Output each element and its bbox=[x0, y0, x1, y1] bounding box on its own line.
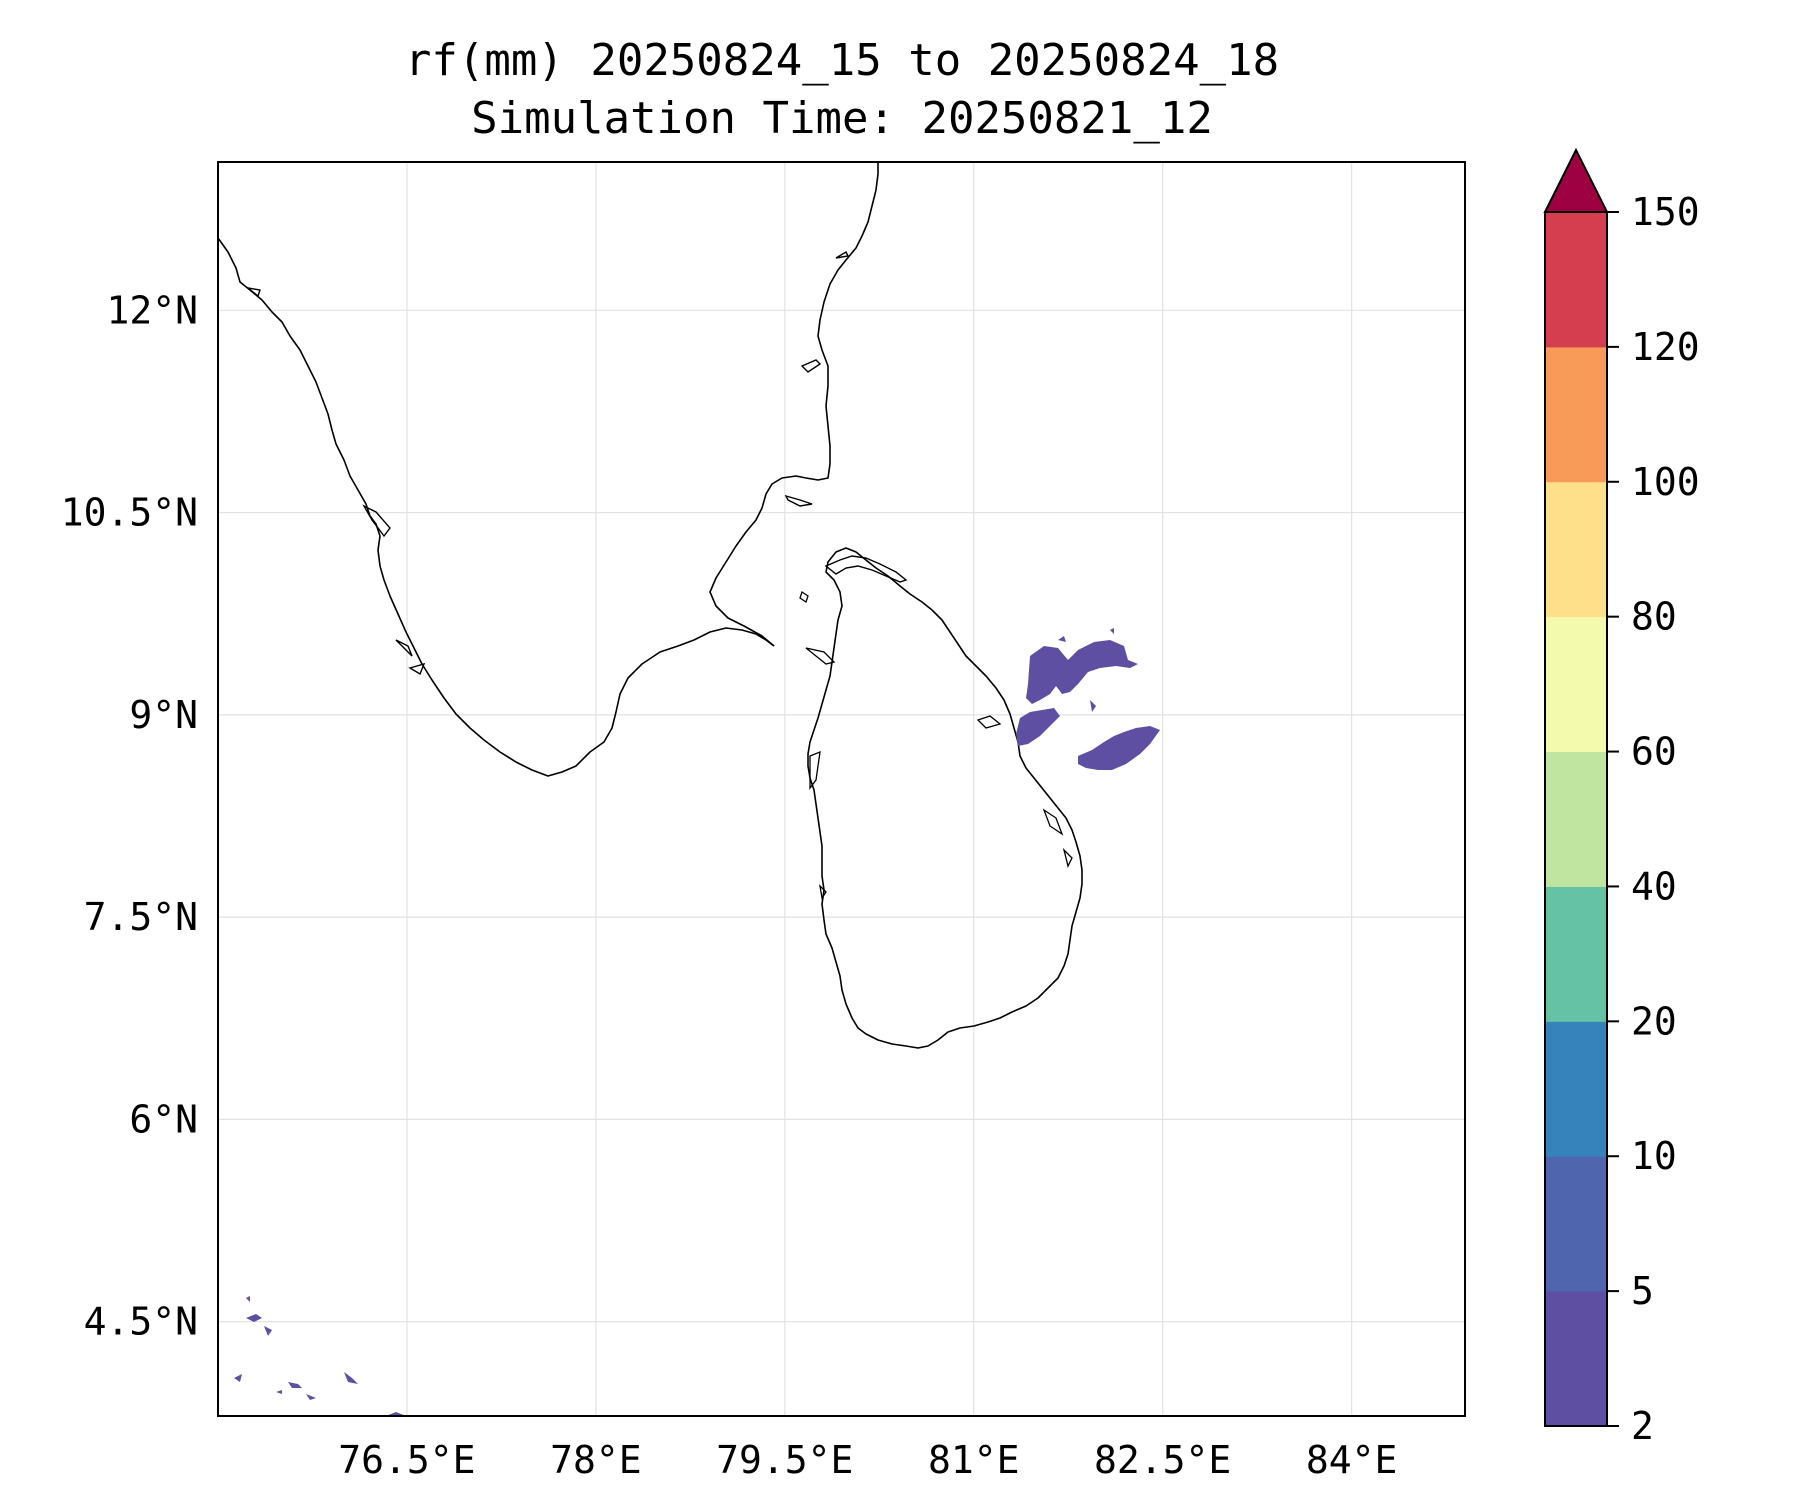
sri-lanka-lagoon-7 bbox=[1062, 847, 1073, 868]
colorbar-tick-label: 120 bbox=[1631, 325, 1700, 369]
india-island-1 bbox=[784, 494, 813, 507]
y-tick-label: 9°N bbox=[129, 693, 198, 737]
rain-cell-sw-9 bbox=[276, 1390, 282, 1394]
y-tick-label: 6°N bbox=[129, 1097, 198, 1141]
colorbar-segment bbox=[1545, 1156, 1607, 1292]
colorbar-extend-arrow bbox=[1543, 147, 1609, 213]
x-tick-label: 76.5°E bbox=[338, 1438, 475, 1482]
india-island-3 bbox=[835, 251, 850, 259]
sri-lanka-lagoon-5 bbox=[976, 715, 1002, 729]
colorbar-segment bbox=[1545, 886, 1607, 1022]
rain-cell-sw-5 bbox=[306, 1394, 316, 1400]
rain-cell-sw-2 bbox=[264, 1326, 272, 1336]
india-island-2 bbox=[800, 359, 822, 373]
colorbar-tick-label: 2 bbox=[1631, 1404, 1654, 1448]
map-frame bbox=[217, 161, 1466, 1417]
x-tick-label: 82.5°E bbox=[1094, 1438, 1231, 1482]
x-tick-label: 81°E bbox=[928, 1438, 1020, 1482]
colorbar-tick-label: 20 bbox=[1631, 999, 1677, 1043]
rain-cell-sw-6 bbox=[344, 1372, 358, 1384]
sri-lanka-jaffna bbox=[824, 555, 908, 583]
sri-lanka-lagoon-2 bbox=[805, 647, 836, 665]
rain-cell-sw-8 bbox=[246, 1296, 250, 1302]
rain-cell-fleck-1 bbox=[1058, 636, 1066, 642]
sri-lanka-lagoon-4 bbox=[819, 884, 827, 900]
rain-cell-fleck-3 bbox=[1110, 628, 1114, 634]
colorbar-tick-label: 60 bbox=[1631, 730, 1677, 774]
colorbar: 2 5 10 20 40 60 80 100 120 150 bbox=[1543, 147, 1700, 1448]
colorbar-segment bbox=[1545, 346, 1607, 483]
x-tick-label: 78°E bbox=[550, 1438, 642, 1482]
y-tick-label: 4.5°N bbox=[84, 1300, 198, 1344]
title-line-2: Simulation Time: 20250821_12 bbox=[471, 93, 1213, 144]
title-line-1: rf(mm) 20250824_15 to 20250824_18 bbox=[405, 35, 1279, 86]
colorbar-tick-label: 100 bbox=[1631, 460, 1700, 504]
colorbar-segment bbox=[1545, 616, 1607, 753]
sri-lanka-lagoon-6 bbox=[1042, 808, 1064, 836]
rain-cell-sw-4 bbox=[288, 1382, 302, 1388]
y-tick-label: 7.5°N bbox=[84, 895, 198, 939]
sri-lanka-lagoon-3 bbox=[809, 750, 821, 790]
rain-cell-sw-1 bbox=[246, 1314, 262, 1322]
india-coastline-palk bbox=[709, 162, 879, 647]
y-axis-ticks: 12°N 10.5°N 9°N 7.5°N 6°N 4.5°N bbox=[61, 288, 198, 1343]
rainfall-cells bbox=[234, 628, 1160, 1416]
colorbar-tick-label: 5 bbox=[1631, 1269, 1654, 1313]
colorbar-segment bbox=[1545, 212, 1607, 348]
india-island-5 bbox=[362, 504, 391, 538]
colorbar-tick-label: 80 bbox=[1631, 595, 1677, 639]
gridlines bbox=[218, 162, 1465, 1416]
map-content bbox=[218, 162, 1160, 1416]
x-axis-ticks: 76.5°E 78°E 79.5°E 81°E 82.5°E 84°E bbox=[338, 1438, 1397, 1482]
sri-lanka-coastline bbox=[807, 547, 1083, 1049]
colorbar-segment bbox=[1545, 1021, 1607, 1157]
rain-cell-east bbox=[1078, 726, 1160, 770]
india-island-4 bbox=[245, 286, 261, 298]
colorbar-frame bbox=[1544, 211, 1608, 1427]
rain-cell-northeast-a bbox=[1026, 640, 1138, 704]
colorbar-segment bbox=[1545, 751, 1607, 887]
x-tick-label: 79.5°E bbox=[716, 1438, 853, 1482]
colorbar-tick-label: 10 bbox=[1631, 1134, 1677, 1178]
rain-cell-sw-3 bbox=[234, 1374, 242, 1382]
colorbar-tick-label: 40 bbox=[1631, 864, 1677, 908]
sri-lanka-lagoon-1 bbox=[799, 590, 809, 604]
india-island-6 bbox=[395, 639, 413, 657]
india-island-7 bbox=[408, 662, 426, 676]
x-tick-label: 84°E bbox=[1306, 1438, 1398, 1482]
map-axes: 76.5°E 78°E 79.5°E 81°E 82.5°E 84°E 12°N 10.5°… bbox=[61, 161, 1466, 1482]
rain-cell-northeast-b bbox=[1016, 708, 1060, 746]
india-coastline bbox=[218, 237, 775, 777]
colorbar-segment bbox=[1545, 1291, 1607, 1427]
y-tick-label: 10.5°N bbox=[61, 491, 198, 535]
colorbar-tick-label: 150 bbox=[1631, 190, 1700, 234]
map-background bbox=[218, 162, 1465, 1416]
colorbar-segment bbox=[1545, 481, 1607, 618]
y-tick-label: 12°N bbox=[106, 288, 198, 332]
rain-cell-fleck-2 bbox=[1090, 700, 1096, 712]
